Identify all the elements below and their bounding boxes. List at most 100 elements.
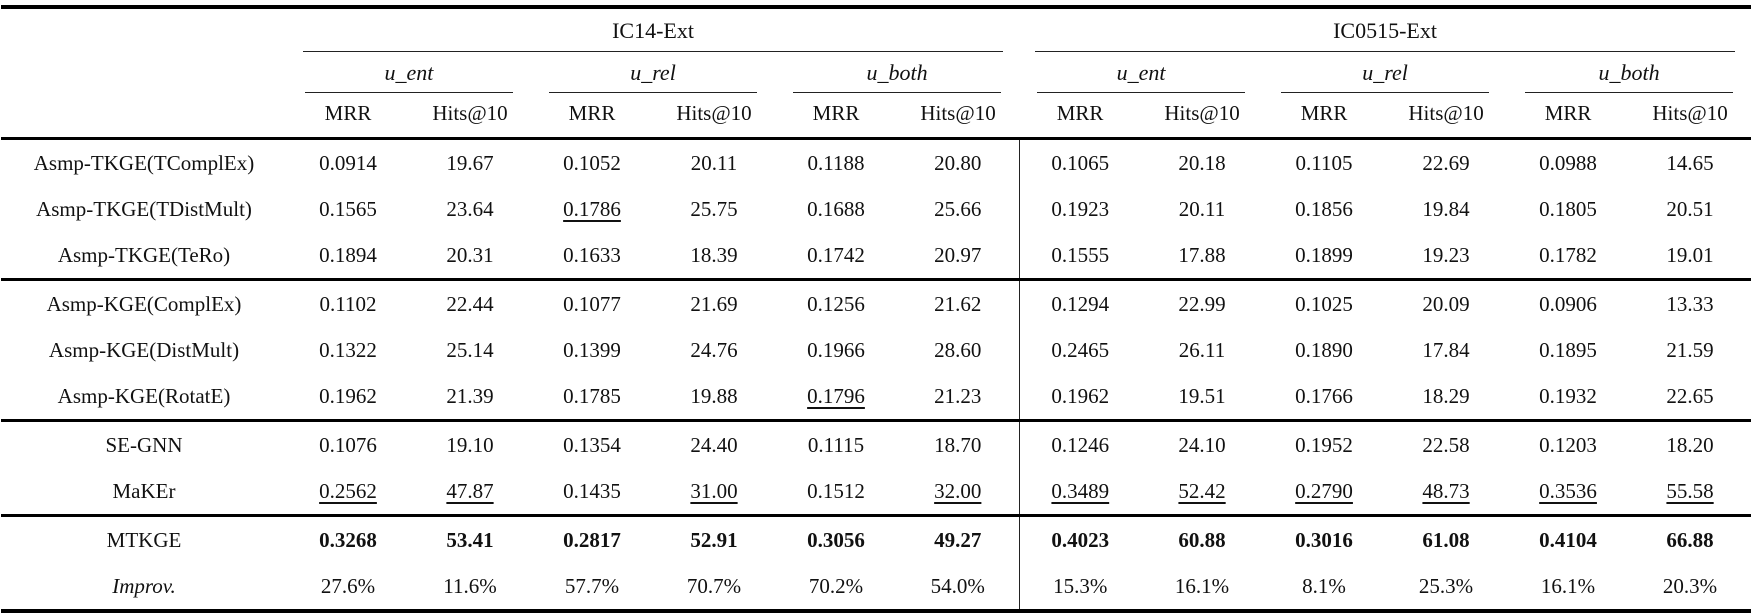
metric-value: 32.00 bbox=[934, 478, 982, 503]
metric-value-cell: 0.0906 bbox=[1507, 280, 1629, 328]
metric-value: 21.62 bbox=[934, 291, 982, 316]
metric-value: 0.1786 bbox=[563, 196, 621, 221]
metric-value-cell: 0.1399 bbox=[531, 327, 653, 373]
metric-value-cell: 0.4023 bbox=[1018, 515, 1142, 563]
metric-value: 20.80 bbox=[934, 150, 982, 175]
metric-value: 25.3% bbox=[1418, 573, 1474, 598]
metric-value-cell: 0.1246 bbox=[1018, 420, 1142, 468]
table-row: Asmp-KGE(ComplEx) 0.1102 22.44 0.1077 21.69 0… bbox=[1, 279, 1752, 328]
table-row: Asmp-TKGE(TeRo) 0.1894 20.31 0.1633 18.39 0.1… bbox=[1, 232, 1751, 280]
metric-value: 24.76 bbox=[690, 337, 738, 362]
metric-value: 60.88 bbox=[1178, 527, 1226, 552]
metric-value: 0.1894 bbox=[319, 242, 377, 267]
metric-value: 0.1256 bbox=[807, 291, 865, 316]
metric-value: 19.84 bbox=[1422, 196, 1470, 221]
metric-value: 24.10 bbox=[1178, 432, 1226, 457]
column-group-ic14-ext: IC14-Ext bbox=[287, 7, 1019, 52]
metric-value-cell: 0.1952 bbox=[1263, 421, 1385, 469]
metric-value-cell: 16.1% bbox=[1141, 563, 1263, 611]
metric-value: 0.4104 bbox=[1539, 527, 1597, 552]
metric-value-cell: 19.01 bbox=[1629, 232, 1751, 280]
metric-value: 52.42 bbox=[1178, 478, 1226, 503]
metric-value: 0.0914 bbox=[319, 150, 377, 175]
metric-value-cell: 0.2562 bbox=[287, 468, 409, 516]
metric-value: 0.1246 bbox=[1051, 432, 1110, 457]
metric-value: 0.0906 bbox=[1539, 291, 1597, 316]
metric-value: 0.1962 bbox=[1051, 383, 1110, 408]
metric-value: 0.1076 bbox=[319, 432, 377, 457]
metric-value: 0.1065 bbox=[1051, 150, 1110, 175]
table-row: SE-GNN 0.1076 19.10 0.1354 24.40 0.1115 18.70 0… bbox=[1, 420, 1752, 469]
dataset-group-row: IC14-Ext IC0515-Ext bbox=[1, 7, 1751, 52]
metric-value: 0.3489 bbox=[1051, 478, 1110, 503]
metric-value-cell: 19.84 bbox=[1385, 186, 1507, 232]
metric-value: 70.7% bbox=[686, 573, 742, 598]
metric-value-cell: 21.23 bbox=[897, 373, 1019, 421]
metric-value-cell: 0.1966 bbox=[775, 327, 897, 373]
metric-value: 70.2% bbox=[808, 573, 864, 598]
metric-value-cell: 22.58 bbox=[1385, 421, 1507, 469]
metric-value-cell: 57.7% bbox=[531, 563, 653, 611]
metric-value: 17.88 bbox=[1178, 242, 1226, 267]
metric-value-cell: 49.27 bbox=[897, 516, 1019, 564]
metric-header-mrr: MRR bbox=[812, 100, 860, 125]
metric-value-cell: 24.40 bbox=[653, 421, 775, 469]
table-row: Asmp-KGE(DistMult) 0.1322 25.14 0.1399 24.76… bbox=[1, 327, 1751, 373]
metric-value: 25.75 bbox=[690, 196, 738, 221]
metric-value: 0.4023 bbox=[1051, 527, 1110, 552]
metric-value-cell: 21.62 bbox=[897, 280, 1019, 328]
metric-value-cell: 0.3056 bbox=[775, 516, 897, 564]
metric-value: 53.41 bbox=[446, 527, 494, 552]
metric-value-cell: 0.1203 bbox=[1507, 421, 1629, 469]
metric-value-cell: 25.3% bbox=[1385, 563, 1507, 611]
metric-value: 22.69 bbox=[1422, 150, 1470, 175]
metric-value: 0.1899 bbox=[1295, 242, 1353, 267]
metric-header-row: MRR Hits@10 MRR Hits@10 MRR Hits@10 MRR … bbox=[1, 93, 1751, 139]
setting-subgroup-row: u_ent u_rel u_both u_ent u_rel u_both bbox=[1, 52, 1751, 93]
metric-header-mrr: MRR bbox=[568, 100, 616, 125]
metric-header-hits: Hits@10 bbox=[920, 100, 996, 125]
metric-value: 20.11 bbox=[1178, 196, 1226, 221]
metric-value-cell: 0.2790 bbox=[1263, 468, 1385, 516]
metric-value: 0.1890 bbox=[1295, 337, 1353, 362]
metric-value-cell: 15.3% bbox=[1018, 563, 1142, 611]
metric-value: 0.1322 bbox=[319, 337, 377, 362]
metric-value: 19.51 bbox=[1178, 383, 1226, 408]
metric-value-cell: 17.88 bbox=[1141, 232, 1263, 280]
metric-value: 0.1435 bbox=[563, 478, 621, 503]
metric-value-cell: 22.69 bbox=[1385, 139, 1507, 187]
metric-value: 16.1% bbox=[1540, 573, 1596, 598]
metric-value-cell: 0.4104 bbox=[1507, 516, 1629, 564]
metric-value: 18.70 bbox=[934, 432, 982, 457]
table-row: MTKGE 0.3268 53.41 0.2817 52.91 0.3056 49.27 0.… bbox=[1, 515, 1752, 564]
metric-value: 14.65 bbox=[1666, 150, 1714, 175]
metric-value-cell: 23.64 bbox=[409, 186, 531, 232]
metric-value-cell: 0.1894 bbox=[287, 232, 409, 280]
subgroup-ic14-u-ent: u_ent bbox=[287, 52, 531, 93]
metric-value-cell: 53.41 bbox=[409, 516, 531, 564]
metric-value-cell: 32.00 bbox=[897, 468, 1019, 516]
metric-value-cell: 0.3489 bbox=[1018, 468, 1142, 516]
metric-value-cell: 24.10 bbox=[1141, 421, 1263, 469]
metric-value-cell: 0.1025 bbox=[1263, 280, 1385, 328]
metric-value-cell: 8.1% bbox=[1263, 563, 1385, 611]
metric-value: 23.64 bbox=[446, 196, 494, 221]
metric-value: 19.88 bbox=[690, 383, 738, 408]
metric-value: 0.1188 bbox=[807, 150, 865, 175]
metric-value: 21.69 bbox=[690, 291, 738, 316]
metric-header-mrr: MRR bbox=[324, 100, 372, 125]
metric-value-cell: 70.7% bbox=[653, 563, 775, 611]
metric-value: 11.6% bbox=[443, 573, 497, 598]
metric-value-cell: 22.99 bbox=[1141, 280, 1263, 328]
table-row: MaKEr 0.2562 47.87 0.1435 31.00 0.1512 32.00 0.… bbox=[1, 468, 1751, 516]
metric-value: 61.08 bbox=[1422, 527, 1470, 552]
metric-value-cell: 0.3536 bbox=[1507, 468, 1629, 516]
table-row: Asmp-KGE(RotatE) 0.1962 21.39 0.1785 19.88 0.… bbox=[1, 373, 1751, 421]
subgroup-ic0515-u-ent: u_ent bbox=[1019, 52, 1263, 93]
metric-value: 0.1923 bbox=[1051, 196, 1110, 221]
metric-value-cell: 0.1076 bbox=[287, 421, 409, 469]
row-label: Asmp-KGE(ComplEx) bbox=[46, 291, 242, 316]
metric-value: 20.09 bbox=[1422, 291, 1470, 316]
metric-value-cell: 25.66 bbox=[897, 186, 1019, 232]
